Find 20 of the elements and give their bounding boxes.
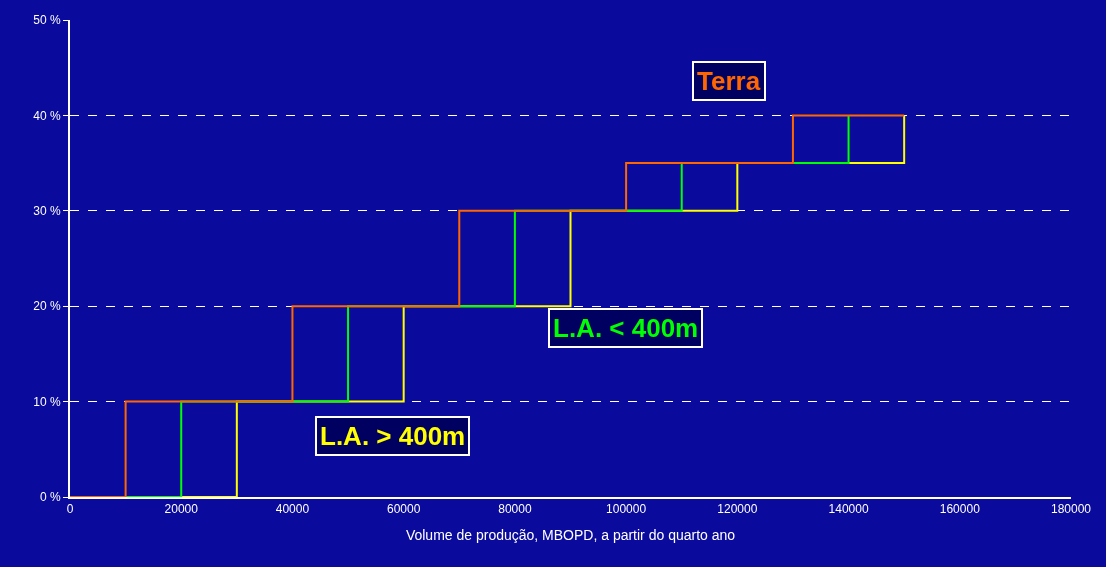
y-tick-label: 0 % (39, 490, 61, 505)
x-tick-label: 180000 (1050, 502, 1092, 517)
x-tick-label: 100000 (606, 502, 647, 517)
x-tick-label: 80000 (498, 502, 532, 517)
x-tick-label: 60000 (386, 502, 421, 517)
y-tick-label: 40 % (33, 108, 61, 123)
y-tick-label: 20 % (33, 299, 61, 314)
x-tick-label: 140000 (828, 502, 869, 517)
series-label: L.A. > 400m (320, 421, 466, 451)
x-tick-label: 40000 (275, 502, 310, 517)
x-tick-label: 20000 (164, 502, 199, 517)
y-tick-label: 50 % (33, 13, 61, 28)
series-label: Terra (697, 66, 761, 96)
y-tick-label: 30 % (33, 204, 61, 218)
x-tick-label: 160000 (939, 502, 981, 517)
x-tick-label: 120000 (717, 502, 758, 517)
x-axis-title: Volume de produção, MBOPD, a partir do quarto ano (405, 527, 736, 544)
x-tick-label: 0 (66, 502, 74, 517)
series-label: L.A. < 400m (553, 313, 699, 343)
y-tick-label: 10 % (33, 394, 61, 409)
